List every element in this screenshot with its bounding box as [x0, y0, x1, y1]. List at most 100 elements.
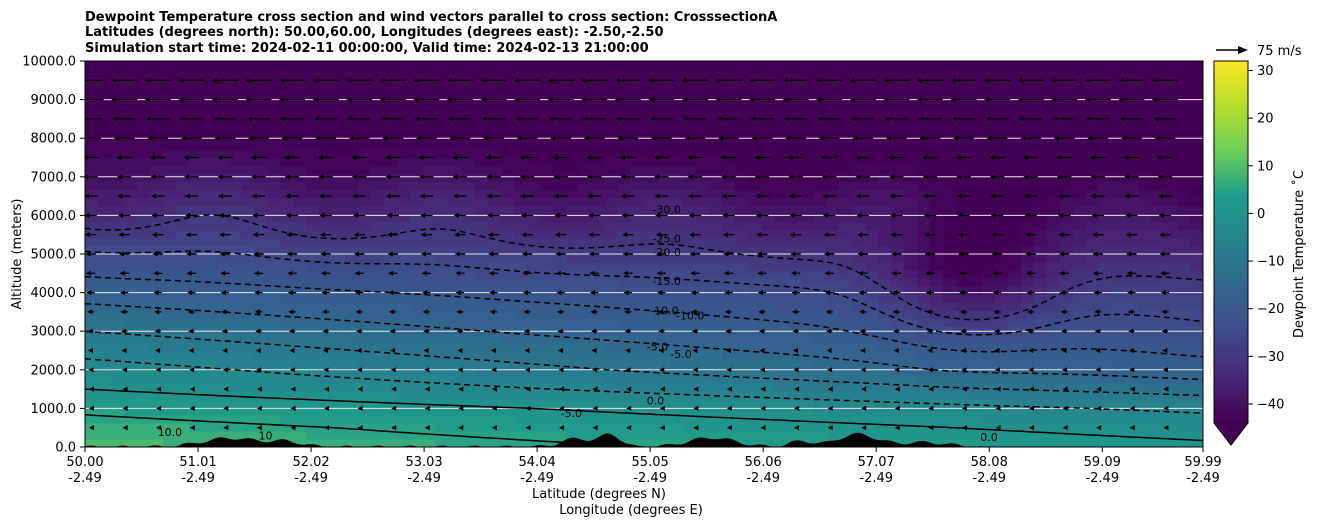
field-cell	[995, 382, 1009, 392]
wind-arrow	[457, 367, 463, 373]
wind-arrowhead	[726, 425, 732, 431]
field-cell	[1138, 141, 1152, 151]
field-cell	[657, 149, 671, 159]
wind-arrow	[422, 309, 430, 315]
field-cell	[332, 93, 346, 102]
field-cell	[358, 422, 372, 432]
wind-arrowhead	[961, 386, 967, 392]
field-cell	[592, 350, 606, 360]
field-cell	[423, 342, 437, 352]
field-cell	[384, 245, 398, 255]
field-cell	[722, 117, 736, 126]
wind-arrow	[153, 270, 163, 276]
field-cell	[527, 342, 541, 352]
field-cell	[1021, 390, 1035, 400]
field-cell	[813, 350, 827, 360]
field-cell	[306, 197, 320, 207]
wind-arrowhead	[1026, 270, 1031, 276]
field-cell	[527, 294, 541, 303]
field-cell	[397, 109, 411, 118]
field-cell	[540, 398, 554, 408]
wind-arrow	[861, 386, 867, 392]
field-cell	[566, 390, 580, 400]
wind-arrow	[1027, 309, 1035, 315]
field-cell	[410, 374, 424, 384]
field-cell	[397, 93, 411, 102]
field-cell	[1138, 254, 1152, 263]
field-cell	[293, 85, 307, 94]
wind-arrow	[1127, 309, 1135, 315]
field-cell	[1047, 149, 1061, 159]
wind-arrowhead	[757, 270, 763, 276]
field-cell	[1099, 398, 1113, 408]
field-cell	[514, 438, 528, 447]
field-cell	[85, 157, 99, 167]
field-cell	[631, 69, 645, 78]
field-cell	[345, 125, 359, 134]
field-cell	[748, 125, 762, 134]
wind-arrowhead	[927, 367, 933, 373]
field-cell	[111, 414, 125, 424]
field-cell	[85, 213, 99, 223]
field-cell	[683, 334, 697, 344]
field-cell	[267, 302, 281, 311]
field-cell	[969, 93, 983, 102]
field-cell	[475, 430, 489, 440]
field-cell	[1034, 205, 1048, 215]
field-cell	[631, 125, 645, 134]
field-cell	[644, 302, 658, 311]
field-cell	[189, 117, 203, 126]
field-cell	[891, 157, 905, 167]
field-cell	[956, 390, 970, 400]
field-cell	[566, 245, 580, 255]
contour-line	[85, 414, 645, 447]
field-cell	[852, 69, 866, 78]
field-cell	[1047, 358, 1061, 368]
field-cell	[696, 125, 710, 134]
field-cell	[566, 286, 580, 295]
field-cell	[943, 398, 957, 408]
field-cell	[1034, 117, 1048, 126]
field-cell	[1151, 77, 1165, 86]
field-cell	[267, 350, 281, 360]
field-cell	[1138, 286, 1152, 295]
field-cell	[332, 213, 346, 223]
field-cell	[1164, 141, 1178, 151]
wind-arrow	[1129, 367, 1135, 373]
field-cell	[1060, 374, 1074, 384]
field-cell	[683, 109, 697, 118]
field-cell	[969, 270, 983, 279]
field-cell	[839, 173, 853, 183]
field-cell	[982, 197, 996, 207]
field-cell	[1190, 117, 1203, 126]
field-cell	[787, 149, 801, 159]
field-cell	[839, 334, 853, 344]
field-cell	[644, 117, 658, 126]
field-cell	[150, 69, 164, 78]
field-cell	[540, 358, 554, 368]
wind-arrow	[189, 367, 195, 373]
field-cell	[865, 390, 879, 400]
field-cell	[1060, 109, 1074, 118]
field-cell	[631, 245, 645, 255]
field-cell	[410, 205, 424, 215]
field-cell	[566, 318, 580, 327]
field-cell	[917, 221, 931, 231]
field-cell	[137, 390, 151, 400]
field-cell	[813, 69, 827, 78]
field-cell	[384, 286, 398, 295]
wind-arrow	[756, 251, 768, 257]
field-cell	[267, 318, 281, 327]
field-cell	[748, 69, 762, 78]
field-cell	[683, 149, 697, 159]
field-cell	[605, 221, 619, 231]
field-cell	[800, 358, 814, 368]
field-cell	[384, 438, 398, 447]
field-cell	[254, 93, 268, 102]
field-cell	[215, 278, 229, 287]
field-cell	[488, 342, 502, 352]
field-cell	[995, 173, 1009, 183]
field-cell	[189, 358, 203, 368]
field-cell	[761, 149, 775, 159]
field-cell	[358, 69, 372, 78]
